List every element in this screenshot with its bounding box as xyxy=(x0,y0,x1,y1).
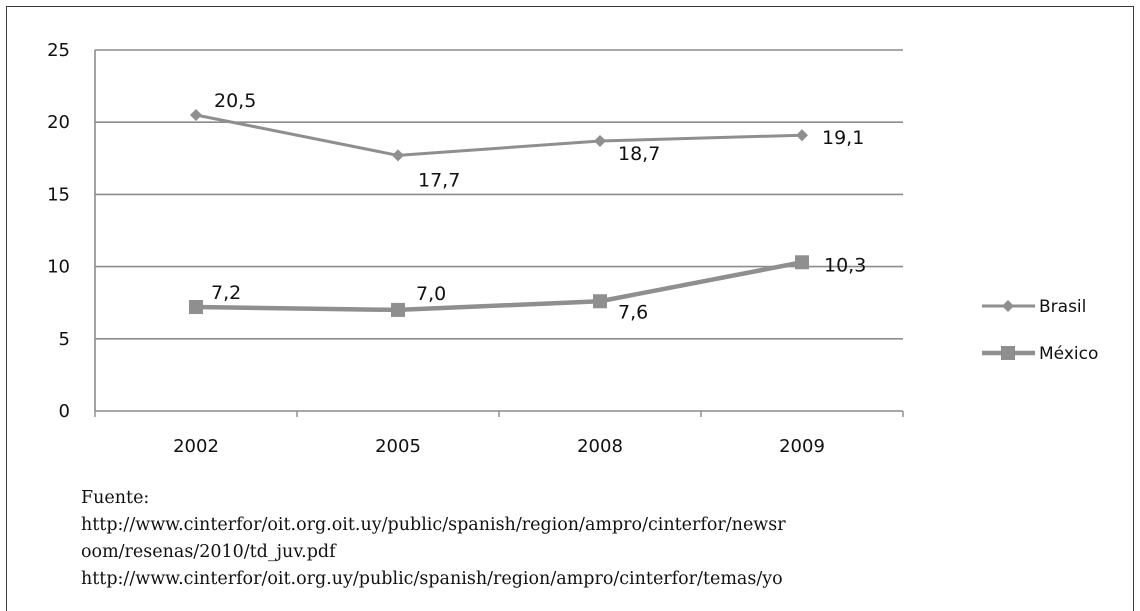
legend: Brasil México xyxy=(982,297,1098,364)
data-point-brasil-2009 xyxy=(796,129,808,142)
x-tick-labels: 2002 2005 2008 2009 xyxy=(173,436,825,457)
source-url-line-2: oom/resenas/2010/td_juv.pdf xyxy=(81,542,336,562)
data-point-mexico-2009 xyxy=(795,255,809,270)
legend-marker-brasil xyxy=(1002,300,1014,312)
data-label-mexico-2002: 7,2 xyxy=(211,282,241,304)
y-tick-label-25: 25 xyxy=(47,40,70,61)
y-tick-label-10: 10 xyxy=(47,257,70,278)
axes xyxy=(94,50,904,417)
y-tick-label-15: 15 xyxy=(47,184,70,205)
data-point-mexico-2002 xyxy=(189,300,203,315)
source-url-line-3: http://www.cinterfor/oit.org.uy/public/s… xyxy=(81,569,783,589)
legend-marker-mexico xyxy=(1001,346,1015,360)
legend-label-brasil: Brasil xyxy=(1039,297,1086,317)
data-label-mexico-2009: 10,3 xyxy=(824,254,866,276)
source-heading: Fuente: xyxy=(81,488,150,508)
data-label-brasil-2008: 18,7 xyxy=(618,143,660,165)
x-tick-label-2002: 2002 xyxy=(173,436,219,457)
x-tick-label-2009: 2009 xyxy=(779,436,825,457)
series-lines xyxy=(189,108,809,317)
data-label-mexico-2008: 7,6 xyxy=(618,301,648,323)
series-line-brasil xyxy=(195,113,803,157)
data-label-brasil-2002: 20,5 xyxy=(214,90,256,112)
y-tick-label-0: 0 xyxy=(59,401,70,422)
legend-label-mexico: México xyxy=(1039,344,1098,364)
y-tick-label-5: 5 xyxy=(59,329,70,350)
data-point-mexico-2008 xyxy=(593,294,607,309)
source-url-line-1: http://www.cinterfor/oit.org.oit.uy/publ… xyxy=(81,515,786,535)
x-tick-label-2005: 2005 xyxy=(375,436,421,457)
source-note: Fuente: http://www.cinterfor/oit.org.oit… xyxy=(81,485,1081,593)
data-label-mexico-2005: 7,0 xyxy=(416,283,446,305)
y-tick-labels: 0 5 10 15 20 25 xyxy=(47,40,70,422)
y-tick-label-20: 20 xyxy=(47,112,70,133)
data-label-brasil-2009: 19,1 xyxy=(822,127,864,149)
series-line-mexico xyxy=(195,260,803,313)
data-point-brasil-2002 xyxy=(190,108,202,121)
data-point-brasil-2008 xyxy=(594,134,606,147)
data-label-brasil-2005: 17,7 xyxy=(418,169,460,191)
line-chart: 0 5 10 15 20 25 2002 2005 2008 2009 20,5 17,7 18,7… xyxy=(47,40,1098,457)
data-point-mexico-2005 xyxy=(391,302,405,317)
x-tick-label-2008: 2008 xyxy=(577,436,623,457)
data-point-brasil-2005 xyxy=(392,149,404,162)
data-labels: 20,5 17,7 18,7 19,1 7,2 7,0 7,6 10,3 xyxy=(211,90,866,323)
